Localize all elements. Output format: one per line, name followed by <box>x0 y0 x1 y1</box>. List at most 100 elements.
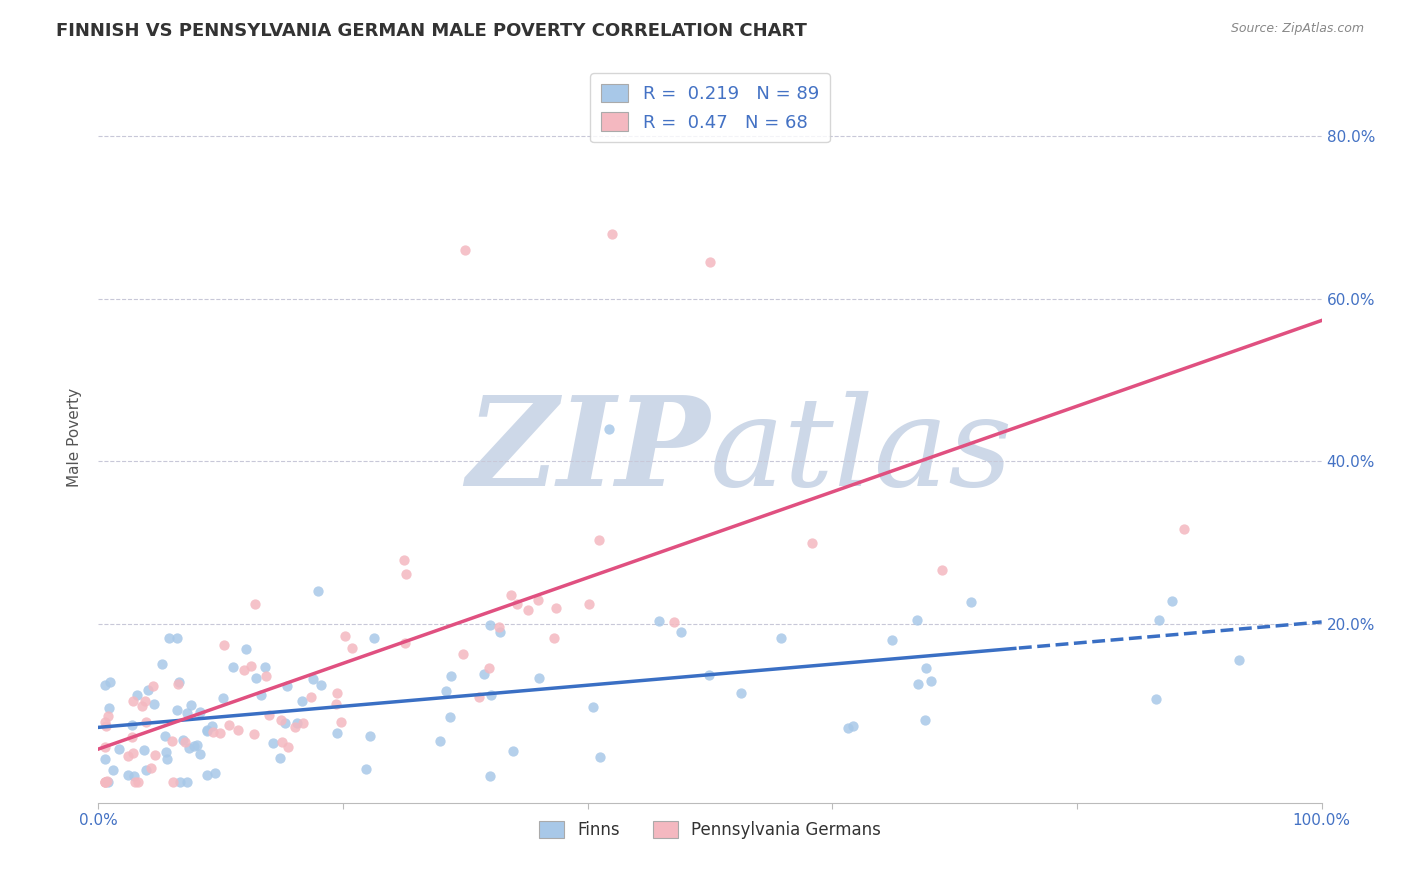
Point <box>454 243 477 257</box>
Point <box>326 726 349 740</box>
Point <box>284 720 307 734</box>
Point <box>392 553 415 567</box>
Point <box>340 640 363 655</box>
Point <box>292 716 315 731</box>
Point <box>931 563 953 577</box>
Point <box>588 533 610 548</box>
Point <box>489 624 512 639</box>
Point <box>243 597 266 611</box>
Point <box>121 730 143 744</box>
Point <box>920 673 942 688</box>
Point <box>434 684 457 698</box>
Point <box>122 693 145 707</box>
Legend: Finns, Pennsylvania Germans: Finns, Pennsylvania Germans <box>531 814 889 846</box>
Point <box>174 735 197 749</box>
Point <box>121 746 143 760</box>
Point <box>333 629 356 643</box>
Point <box>354 763 377 777</box>
Point <box>299 690 322 705</box>
Point <box>145 748 167 763</box>
Point <box>142 679 165 693</box>
Point <box>97 775 120 789</box>
Point <box>96 774 118 789</box>
Point <box>277 740 299 755</box>
Point <box>254 669 277 683</box>
Point <box>302 672 325 686</box>
Text: atlas: atlas <box>710 391 1014 513</box>
Point <box>270 714 292 728</box>
Point <box>235 642 257 657</box>
Point <box>501 588 523 602</box>
Point <box>905 614 928 628</box>
Point <box>176 706 198 720</box>
Point <box>93 752 115 766</box>
Text: FINNISH VS PENNSYLVANIA GERMAN MALE POVERTY CORRELATION CHART: FINNISH VS PENNSYLVANIA GERMAN MALE POVE… <box>56 22 807 40</box>
Point <box>190 747 212 762</box>
Point <box>326 686 349 700</box>
Point <box>98 675 121 690</box>
Point <box>157 632 180 646</box>
Point <box>93 715 115 730</box>
Point <box>117 768 139 782</box>
Point <box>291 694 314 708</box>
Point <box>730 685 752 699</box>
Point <box>307 583 329 598</box>
Point <box>124 775 146 789</box>
Point <box>177 740 200 755</box>
Point <box>546 601 568 615</box>
Point <box>468 690 491 704</box>
Point <box>600 227 623 241</box>
Point <box>121 718 143 732</box>
Point <box>156 752 179 766</box>
Point <box>98 701 121 715</box>
Point <box>269 751 291 765</box>
Point <box>276 679 298 693</box>
Point <box>135 763 157 777</box>
Point <box>271 735 294 749</box>
Point <box>439 710 461 724</box>
Point <box>101 764 124 778</box>
Point <box>589 750 612 764</box>
Point <box>907 676 929 690</box>
Point <box>218 717 240 731</box>
Point <box>363 632 385 646</box>
Point <box>201 719 224 733</box>
Point <box>125 689 148 703</box>
Point <box>183 739 205 753</box>
Point <box>212 638 235 652</box>
Point <box>167 674 190 689</box>
Point <box>598 422 620 436</box>
Point <box>122 769 145 783</box>
Point <box>131 699 153 714</box>
Point <box>329 715 352 730</box>
Point <box>801 535 824 549</box>
Point <box>195 768 218 782</box>
Point <box>172 732 194 747</box>
Point <box>285 716 308 731</box>
Point <box>202 725 225 739</box>
Point <box>960 595 983 609</box>
Point <box>135 715 157 730</box>
Point <box>516 603 538 617</box>
Point <box>527 671 550 685</box>
Point <box>578 597 600 611</box>
Point <box>162 734 184 748</box>
Point <box>254 659 277 673</box>
Point <box>239 658 262 673</box>
Point <box>134 743 156 757</box>
Point <box>479 689 502 703</box>
Point <box>478 618 501 632</box>
Point <box>837 721 859 735</box>
Point <box>662 615 685 629</box>
Point <box>155 729 177 743</box>
Point <box>93 775 115 789</box>
Point <box>451 647 474 661</box>
Point <box>212 690 235 705</box>
Point <box>166 631 188 645</box>
Point <box>204 766 226 780</box>
Point <box>1144 692 1167 706</box>
Point <box>245 672 267 686</box>
Text: Source: ZipAtlas.com: Source: ZipAtlas.com <box>1230 22 1364 36</box>
Point <box>914 660 936 674</box>
Point <box>108 741 131 756</box>
